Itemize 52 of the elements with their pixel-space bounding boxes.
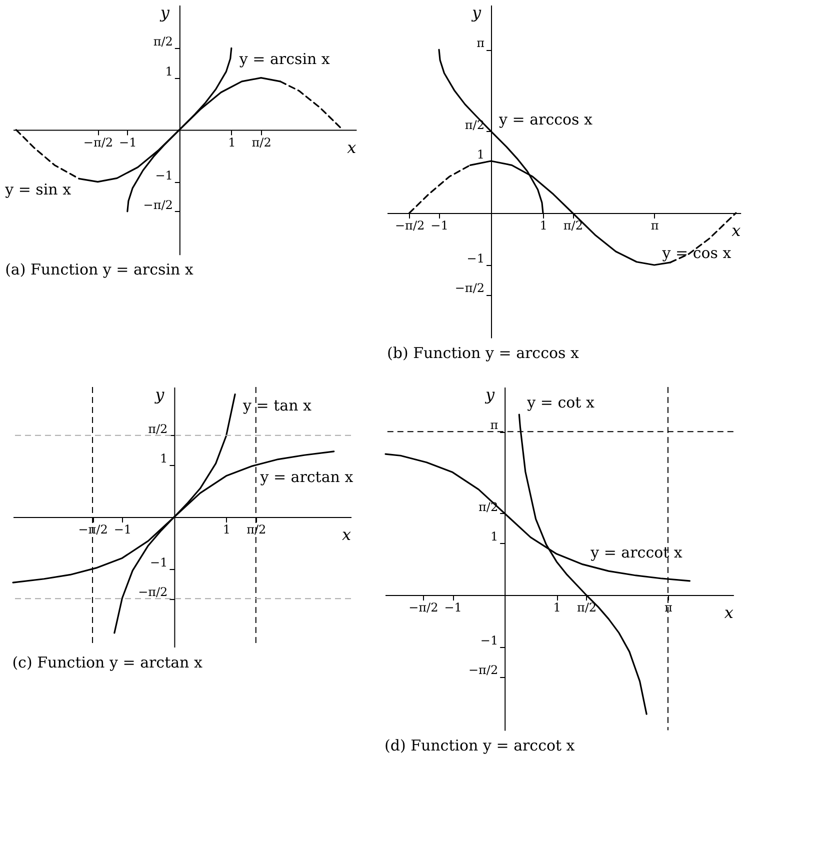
annotation: y = arcsin x [238,50,330,68]
annotation: y = arccos x [498,110,593,128]
x-tick-label: −1 [114,522,132,536]
annotation: y = arccot x [590,543,683,562]
annotation: y = sin x [4,180,72,199]
y-tick-label: 1 [165,64,173,78]
annotation: y = arctan x [259,468,354,486]
x-tick-label: π/2 [252,135,272,150]
x-tick-label: π/2 [563,218,583,232]
x-tick-label: π/2 [576,600,597,614]
x-tick-label: π [664,600,673,614]
x-axis-title: x [724,603,734,622]
text: (a) Function y = arcsin x [5,260,194,279]
y-tick-label: −1 [466,252,484,266]
annotation: y = cos x [661,244,732,262]
y-tick-label: −π/2 [138,585,168,600]
annotation: y = cot x [526,394,595,412]
annotation: y = tan x [242,396,312,414]
y-axis-title: y [470,3,482,22]
x-tick-label: −1 [119,135,137,150]
y-tick-label: −π/2 [143,198,173,212]
x-tick-label: −1 [444,600,462,614]
y-tick-label: π/2 [153,34,173,49]
x-tick-label: 1 [553,600,561,614]
y-tick-label: π/2 [148,422,168,436]
y-tick-label: −π/2 [454,281,484,296]
y-tick-label: 1 [476,148,484,162]
text: (d) Function y = arccot x [384,736,576,755]
y-tick-label: −1 [155,168,173,182]
text: (c) Function y = arctan x [12,654,203,672]
text: (b) Function y = arccos x [387,344,580,362]
y-tick-label: π [490,418,498,432]
x-tick-label: 1 [228,135,236,150]
x-tick-label: 1 [222,522,231,536]
x-tick-label: −1 [430,218,448,232]
x-tick-label: −π/2 [408,600,438,614]
y-tick-label: π [476,36,485,50]
y-tick-label: −1 [150,556,168,570]
y-axis-title: y [484,385,496,404]
y-tick-label: 1 [160,452,168,466]
x-tick-label: π [650,218,659,232]
x-tick-label: −π/2 [83,135,114,150]
x-axis-title: x [347,138,356,157]
x-axis-title: x [342,525,351,544]
y-axis-title: y [159,3,170,22]
x-tick-label: −π/2 [395,218,425,232]
y-tick-label: −1 [480,634,498,648]
y-tick-label: −π/2 [468,663,498,678]
x-tick-label: 1 [540,218,548,232]
x-axis-title: x [732,221,741,240]
y-axis-title: y [154,385,166,404]
y-tick-label: π/2 [478,500,498,514]
